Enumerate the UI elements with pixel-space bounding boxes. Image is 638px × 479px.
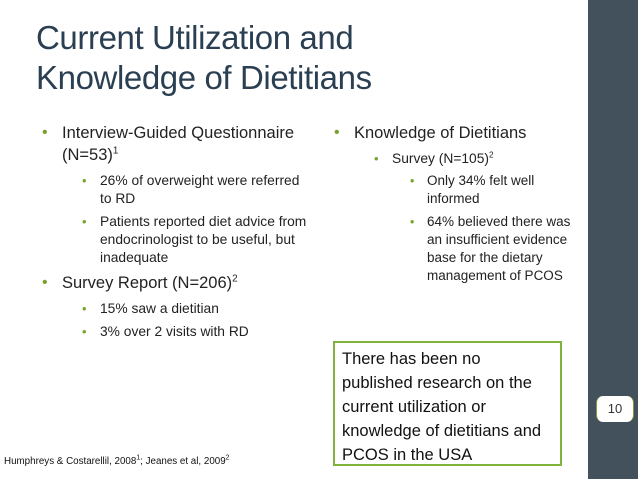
sub-bullet-text: 3% over 2 visits with RD xyxy=(100,324,249,339)
slide-title: Current Utilization and Knowledge of Die… xyxy=(36,18,556,98)
bullet-dot-icon: • xyxy=(334,124,340,141)
sub-sub-bullet-list: • Only 34% felt well informed • 64% beli… xyxy=(410,172,584,285)
sub-bullet-survey: • Survey (N=105)2 • Only 34% felt well i… xyxy=(374,150,584,285)
sub-bullet-text: Survey (N=105) xyxy=(392,151,490,166)
sub-bullet-list: • 26% of overweight were referred to RD … xyxy=(82,172,312,267)
footnote-part-2: ; Jeanes et al, 2009 xyxy=(140,456,226,467)
bullet-survey-report: • Survey Report (N=206)2 • 15% saw a die… xyxy=(42,272,312,341)
citation-sup: 2 xyxy=(232,273,238,285)
left-column: • Interview-Guided Questionnaire (N=53)1… xyxy=(42,122,312,346)
bullet-dot-icon: • xyxy=(42,274,48,291)
bullet-dot-icon: • xyxy=(374,151,379,166)
citation-sup: 2 xyxy=(489,150,494,160)
sub-bullet-list: • Survey (N=105)2 • Only 34% felt well i… xyxy=(374,150,584,285)
sub-sub-bullet-text: Only 34% felt well informed xyxy=(427,173,535,206)
left-bullet-list: • Interview-Guided Questionnaire (N=53)1… xyxy=(42,122,312,341)
callout-box: There has been no published research on … xyxy=(333,341,562,466)
sub-sub-bullet-insufficient-evidence: • 64% believed there was an insufficient… xyxy=(410,213,584,285)
bullet-dot-icon: • xyxy=(410,215,415,229)
footnote-part-1: Humphreys & Costarellil, 2008 xyxy=(4,456,137,467)
sub-bullet-list: • 15% saw a dietitian • 3% over 2 visits… xyxy=(82,300,312,341)
bullet-text: Interview-Guided Questionnaire (N=53) xyxy=(62,124,295,164)
citation-footnote: Humphreys & Costarellil, 20081; Jeanes e… xyxy=(4,454,230,467)
callout-text: There has been no published research on … xyxy=(342,350,542,464)
sub-bullet-text: 26% of overweight were referred to RD xyxy=(100,173,300,206)
citation-sup: 1 xyxy=(112,145,119,157)
sub-bullet-over-2-visits: • 3% over 2 visits with RD xyxy=(82,323,312,341)
bullet-knowledge-of-dietitians: • Knowledge of Dietitians • Survey (N=10… xyxy=(334,122,584,285)
sub-bullet-diet-advice: • Patients reported diet advice from end… xyxy=(82,213,312,267)
bullet-dot-icon: • xyxy=(42,124,48,141)
bullet-interview-questionnaire: • Interview-Guided Questionnaire (N=53)1… xyxy=(42,122,312,267)
title-line-1: Current Utilization and xyxy=(36,19,354,56)
sub-bullet-referred: • 26% of overweight were referred to RD xyxy=(82,172,312,208)
bullet-text: Knowledge of Dietitians xyxy=(354,124,527,142)
bullet-dot-icon: • xyxy=(82,173,87,188)
sub-sub-bullet-well-informed: • Only 34% felt well informed xyxy=(410,172,584,208)
sub-bullet-saw-dietitian: • 15% saw a dietitian xyxy=(82,300,312,318)
bullet-text: Survey Report (N=206) xyxy=(62,274,233,292)
right-bullet-list: • Knowledge of Dietitians • Survey (N=10… xyxy=(334,122,584,285)
bullet-dot-icon: • xyxy=(82,214,87,229)
footnote-sup-1: 1 xyxy=(136,454,141,462)
bullet-dot-icon: • xyxy=(82,324,87,339)
title-line-2: Knowledge of Dietitians xyxy=(36,59,372,96)
sub-bullet-text: 15% saw a dietitian xyxy=(100,301,219,316)
right-column: • Knowledge of Dietitians • Survey (N=10… xyxy=(334,122,584,290)
bullet-dot-icon: • xyxy=(82,301,87,316)
sub-sub-bullet-text: 64% believed there was an insufficient e… xyxy=(427,214,571,283)
bullet-dot-icon: • xyxy=(410,174,415,188)
page-number: 10 xyxy=(596,396,634,422)
footnote-sup-2: 2 xyxy=(225,454,230,462)
sub-bullet-text: Patients reported diet advice from endoc… xyxy=(100,214,307,265)
